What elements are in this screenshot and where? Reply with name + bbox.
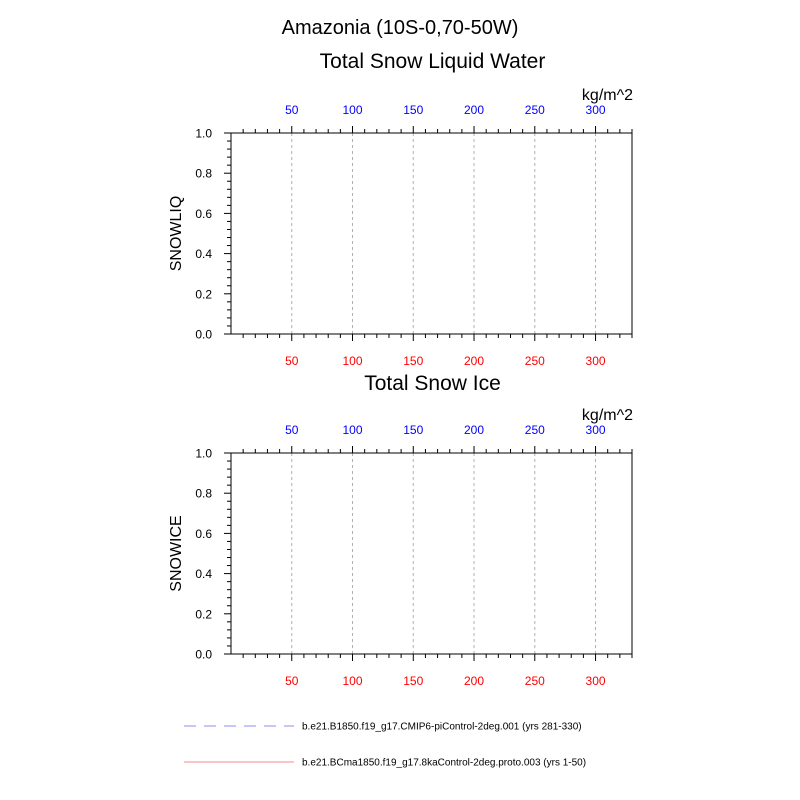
- chart-panels: Total Snow Liquid Water kg/m^2 SNOWLIQ 0.0 0…: [168, 50, 633, 688]
- y-tick-label: 0.0: [195, 328, 212, 342]
- y-tick-label: 0.6: [195, 527, 212, 541]
- y-tick-label: 0.6: [195, 207, 212, 221]
- bottom-x-tick-label: 100: [342, 354, 362, 368]
- bottom-x-tick-label: 250: [525, 354, 545, 368]
- top-x-tick-label: 100: [342, 103, 362, 117]
- y-tick-label: 0.4: [195, 567, 212, 581]
- top-x-tick-label: 150: [403, 423, 423, 437]
- y-tick-label: 1.0: [195, 447, 212, 461]
- legend: b.e21.B1850.f19_g17.CMIP6-piControl-2deg…: [184, 722, 586, 769]
- y-tick-label: 0.2: [195, 287, 212, 301]
- top-x-tick-label: 300: [586, 103, 606, 117]
- top-x-tick-label: 50: [285, 423, 299, 437]
- bottom-x-tick-label: 250: [525, 674, 545, 688]
- top-x-tick-label: 50: [285, 103, 299, 117]
- legend-label: b.e21.B1850.f19_g17.CMIP6-piControl-2deg…: [302, 722, 582, 733]
- bottom-x-tick-label: 300: [586, 354, 606, 368]
- bottom-x-tick-label: 150: [403, 674, 423, 688]
- bottom-x-tick-label: 200: [464, 674, 484, 688]
- page-title: Amazonia (10S-0,70-50W): [282, 17, 519, 39]
- chart-title: Total Snow Liquid Water: [320, 50, 546, 73]
- legend-entry: b.e21.B1850.f19_g17.CMIP6-piControl-2deg…: [184, 722, 582, 733]
- y-tick-label: 0.0: [195, 648, 212, 662]
- bottom-x-tick-label: 50: [285, 674, 299, 688]
- top-x-tick-label: 100: [342, 423, 362, 437]
- chart-title: Total Snow Ice: [364, 372, 501, 395]
- bottom-x-tick-label: 50: [285, 354, 299, 368]
- y-tick-label: 0.8: [195, 487, 212, 501]
- y-axis-label: SNOWLIQ: [168, 196, 185, 272]
- plot-frame: [230, 452, 633, 655]
- chart-panel-2: Total Snow Ice kg/m^2 SNOWICE 0.0 0.2 0.4 0.6 0…: [168, 372, 633, 688]
- y-tick-label: 0.2: [195, 607, 212, 621]
- y-tick-label: 1.0: [195, 127, 212, 141]
- y-axis-label: SNOWICE: [168, 515, 185, 591]
- units-label: kg/m^2: [582, 407, 633, 424]
- top-x-tick-label: 300: [586, 423, 606, 437]
- top-x-tick-label: 250: [525, 423, 545, 437]
- top-x-tick-label: 200: [464, 103, 484, 117]
- chart-panel-1: Total Snow Liquid Water kg/m^2 SNOWLIQ 0.0 0…: [168, 50, 633, 368]
- bottom-x-tick-label: 300: [586, 674, 606, 688]
- plot-frame: [230, 132, 633, 335]
- units-label: kg/m^2: [582, 87, 633, 104]
- legend-entry: b.e21.BCma1850.f19_g17.8kaControl-2deg.p…: [184, 758, 586, 769]
- bottom-x-tick-label: 150: [403, 354, 423, 368]
- top-x-tick-label: 250: [525, 103, 545, 117]
- top-x-tick-label: 200: [464, 423, 484, 437]
- top-x-tick-label: 150: [403, 103, 423, 117]
- y-tick-label: 0.8: [195, 167, 212, 181]
- bottom-x-tick-label: 200: [464, 354, 484, 368]
- y-tick-label: 0.4: [195, 247, 212, 261]
- legend-label: b.e21.BCma1850.f19_g17.8kaControl-2deg.p…: [302, 758, 586, 769]
- bottom-x-tick-label: 100: [342, 674, 362, 688]
